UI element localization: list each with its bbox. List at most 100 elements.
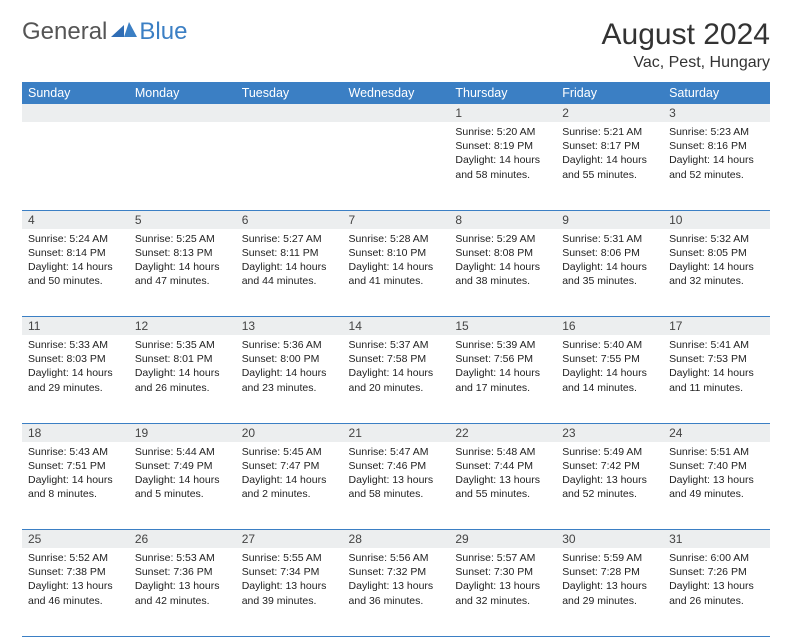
- weekday-header: Sunday: [22, 82, 129, 104]
- logo-text-general: General: [22, 18, 107, 46]
- day-info-cell: Sunrise: 5:25 AMSunset: 8:13 PMDaylight:…: [129, 229, 236, 317]
- day-info-cell: Sunrise: 5:51 AMSunset: 7:40 PMDaylight:…: [663, 442, 770, 530]
- day-number-cell: 29: [449, 530, 556, 549]
- day-info-text: Sunrise: 5:33 AMSunset: 8:03 PMDaylight:…: [22, 335, 129, 401]
- day-info-text: Sunrise: 5:27 AMSunset: 8:11 PMDaylight:…: [236, 229, 343, 295]
- day-info-cell: Sunrise: 5:39 AMSunset: 7:56 PMDaylight:…: [449, 335, 556, 423]
- day-info-text: Sunrise: 5:55 AMSunset: 7:34 PMDaylight:…: [236, 548, 343, 614]
- day-info-cell: Sunrise: 5:28 AMSunset: 8:10 PMDaylight:…: [343, 229, 450, 317]
- day-number-cell: 5: [129, 210, 236, 229]
- day-info-row: Sunrise: 5:24 AMSunset: 8:14 PMDaylight:…: [22, 229, 770, 317]
- day-number-cell: 11: [22, 317, 129, 336]
- day-number-cell: 27: [236, 530, 343, 549]
- day-number-cell: 24: [663, 423, 770, 442]
- day-number-cell: 19: [129, 423, 236, 442]
- calendar-table: SundayMondayTuesdayWednesdayThursdayFrid…: [22, 82, 770, 637]
- day-info-text: Sunrise: 5:59 AMSunset: 7:28 PMDaylight:…: [556, 548, 663, 614]
- day-number-cell: 9: [556, 210, 663, 229]
- day-info-cell: Sunrise: 5:49 AMSunset: 7:42 PMDaylight:…: [556, 442, 663, 530]
- day-info-cell: Sunrise: 5:44 AMSunset: 7:49 PMDaylight:…: [129, 442, 236, 530]
- day-info-cell: Sunrise: 5:55 AMSunset: 7:34 PMDaylight:…: [236, 548, 343, 636]
- weekday-header: Monday: [129, 82, 236, 104]
- day-info-cell: Sunrise: 5:53 AMSunset: 7:36 PMDaylight:…: [129, 548, 236, 636]
- day-number-cell: 1: [449, 104, 556, 122]
- day-number-cell: 30: [556, 530, 663, 549]
- day-info-row: Sunrise: 5:52 AMSunset: 7:38 PMDaylight:…: [22, 548, 770, 636]
- day-info-text: Sunrise: 5:23 AMSunset: 8:16 PMDaylight:…: [663, 122, 770, 188]
- day-number-row: 123: [22, 104, 770, 122]
- day-number-cell: 3: [663, 104, 770, 122]
- day-number-cell: [22, 104, 129, 122]
- day-number-cell: 10: [663, 210, 770, 229]
- day-info-text: Sunrise: 5:37 AMSunset: 7:58 PMDaylight:…: [343, 335, 450, 401]
- day-info-text: Sunrise: 5:28 AMSunset: 8:10 PMDaylight:…: [343, 229, 450, 295]
- day-info-row: Sunrise: 5:43 AMSunset: 7:51 PMDaylight:…: [22, 442, 770, 530]
- day-number-row: 11121314151617: [22, 317, 770, 336]
- day-number-cell: 21: [343, 423, 450, 442]
- day-info-cell: [236, 122, 343, 210]
- day-info-cell: Sunrise: 5:29 AMSunset: 8:08 PMDaylight:…: [449, 229, 556, 317]
- day-number-cell: 28: [343, 530, 450, 549]
- day-number-cell: 8: [449, 210, 556, 229]
- day-info-cell: Sunrise: 6:00 AMSunset: 7:26 PMDaylight:…: [663, 548, 770, 636]
- day-info-cell: Sunrise: 5:52 AMSunset: 7:38 PMDaylight:…: [22, 548, 129, 636]
- day-info-cell: Sunrise: 5:35 AMSunset: 8:01 PMDaylight:…: [129, 335, 236, 423]
- day-info-text: Sunrise: 5:29 AMSunset: 8:08 PMDaylight:…: [449, 229, 556, 295]
- day-info-text: Sunrise: 5:52 AMSunset: 7:38 PMDaylight:…: [22, 548, 129, 614]
- day-info-text: Sunrise: 5:24 AMSunset: 8:14 PMDaylight:…: [22, 229, 129, 295]
- day-number-cell: [129, 104, 236, 122]
- day-info-cell: Sunrise: 5:59 AMSunset: 7:28 PMDaylight:…: [556, 548, 663, 636]
- day-number-cell: 22: [449, 423, 556, 442]
- day-info-text: Sunrise: 5:20 AMSunset: 8:19 PMDaylight:…: [449, 122, 556, 188]
- day-info-text: Sunrise: 5:56 AMSunset: 7:32 PMDaylight:…: [343, 548, 450, 614]
- day-info-text: Sunrise: 5:32 AMSunset: 8:05 PMDaylight:…: [663, 229, 770, 295]
- day-info-cell: Sunrise: 5:40 AMSunset: 7:55 PMDaylight:…: [556, 335, 663, 423]
- day-info-text: Sunrise: 5:25 AMSunset: 8:13 PMDaylight:…: [129, 229, 236, 295]
- day-number-cell: 14: [343, 317, 450, 336]
- day-info-cell: Sunrise: 5:45 AMSunset: 7:47 PMDaylight:…: [236, 442, 343, 530]
- day-info-cell: Sunrise: 5:31 AMSunset: 8:06 PMDaylight:…: [556, 229, 663, 317]
- day-info-cell: Sunrise: 5:21 AMSunset: 8:17 PMDaylight:…: [556, 122, 663, 210]
- day-number-cell: 20: [236, 423, 343, 442]
- day-number-cell: 18: [22, 423, 129, 442]
- day-number-cell: 25: [22, 530, 129, 549]
- day-number-cell: 15: [449, 317, 556, 336]
- day-info-text: Sunrise: 5:49 AMSunset: 7:42 PMDaylight:…: [556, 442, 663, 508]
- day-info-cell: Sunrise: 5:57 AMSunset: 7:30 PMDaylight:…: [449, 548, 556, 636]
- day-info-cell: Sunrise: 5:48 AMSunset: 7:44 PMDaylight:…: [449, 442, 556, 530]
- header: General Blue August 2024 Vac, Pest, Hung…: [22, 18, 770, 72]
- weekday-header: Wednesday: [343, 82, 450, 104]
- weekday-header: Saturday: [663, 82, 770, 104]
- page-title: August 2024: [602, 18, 770, 52]
- day-info-text: Sunrise: 5:53 AMSunset: 7:36 PMDaylight:…: [129, 548, 236, 614]
- day-info-text: Sunrise: 5:39 AMSunset: 7:56 PMDaylight:…: [449, 335, 556, 401]
- day-info-cell: Sunrise: 5:36 AMSunset: 8:00 PMDaylight:…: [236, 335, 343, 423]
- day-info-cell: [343, 122, 450, 210]
- day-number-cell: 13: [236, 317, 343, 336]
- weekday-header: Friday: [556, 82, 663, 104]
- day-info-row: Sunrise: 5:33 AMSunset: 8:03 PMDaylight:…: [22, 335, 770, 423]
- day-info-cell: Sunrise: 5:41 AMSunset: 7:53 PMDaylight:…: [663, 335, 770, 423]
- day-info-text: Sunrise: 5:41 AMSunset: 7:53 PMDaylight:…: [663, 335, 770, 401]
- logo-icon: [107, 18, 139, 46]
- day-number-cell: 2: [556, 104, 663, 122]
- day-info-cell: Sunrise: 5:47 AMSunset: 7:46 PMDaylight:…: [343, 442, 450, 530]
- day-number-cell: 6: [236, 210, 343, 229]
- day-info-text: Sunrise: 5:40 AMSunset: 7:55 PMDaylight:…: [556, 335, 663, 401]
- day-info-text: Sunrise: 5:44 AMSunset: 7:49 PMDaylight:…: [129, 442, 236, 508]
- day-number-cell: 31: [663, 530, 770, 549]
- day-number-cell: 7: [343, 210, 450, 229]
- day-number-row: 25262728293031: [22, 530, 770, 549]
- day-info-cell: [129, 122, 236, 210]
- day-info-cell: Sunrise: 5:20 AMSunset: 8:19 PMDaylight:…: [449, 122, 556, 210]
- day-number-cell: 4: [22, 210, 129, 229]
- day-info-cell: Sunrise: 5:56 AMSunset: 7:32 PMDaylight:…: [343, 548, 450, 636]
- day-info-text: Sunrise: 5:47 AMSunset: 7:46 PMDaylight:…: [343, 442, 450, 508]
- calendar-header-row: SundayMondayTuesdayWednesdayThursdayFrid…: [22, 82, 770, 104]
- day-number-cell: 23: [556, 423, 663, 442]
- day-number-cell: 17: [663, 317, 770, 336]
- day-info-row: Sunrise: 5:20 AMSunset: 8:19 PMDaylight:…: [22, 122, 770, 210]
- day-info-cell: Sunrise: 5:27 AMSunset: 8:11 PMDaylight:…: [236, 229, 343, 317]
- day-info-cell: [22, 122, 129, 210]
- day-number-row: 18192021222324: [22, 423, 770, 442]
